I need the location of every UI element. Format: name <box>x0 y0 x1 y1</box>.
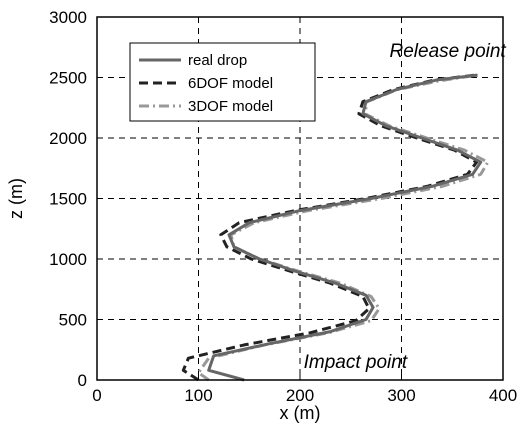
y-tick-label: 500 <box>59 311 87 330</box>
y-tick-label: 3000 <box>49 8 87 27</box>
y-tick-label: 1500 <box>49 190 87 209</box>
y-tick-label: 2000 <box>49 129 87 148</box>
x-tick-label: 300 <box>387 386 415 405</box>
release-point-annotation: Release point <box>390 41 507 62</box>
legend-label-0: real drop <box>188 52 247 69</box>
y-tick-label: 0 <box>78 371 87 390</box>
series-line-0 <box>207 73 483 382</box>
tick-layer: 0 100 200 300 400 0 500 1000 1500 2000 2500 3000 <box>49 8 517 405</box>
y-axis-label: z (m) <box>6 178 26 219</box>
x-tick-label: 0 <box>92 386 101 405</box>
legend: real drop 6DOF model 3DOF model <box>129 42 316 122</box>
series-layer <box>181 73 490 382</box>
series-line-1 <box>181 73 479 382</box>
y-tick-label: 1000 <box>49 250 87 269</box>
x-axis-label: x (m) <box>280 403 321 423</box>
legend-label-1: 6DOF model <box>188 75 273 92</box>
x-tick-label: 400 <box>489 386 517 405</box>
x-tick-label: 100 <box>184 386 212 405</box>
y-tick-label: 2500 <box>49 69 87 88</box>
impact-point-annotation: Impact point <box>304 352 408 373</box>
x-tick-label: 200 <box>286 386 314 405</box>
legend-label-2: 3DOF model <box>188 98 273 115</box>
